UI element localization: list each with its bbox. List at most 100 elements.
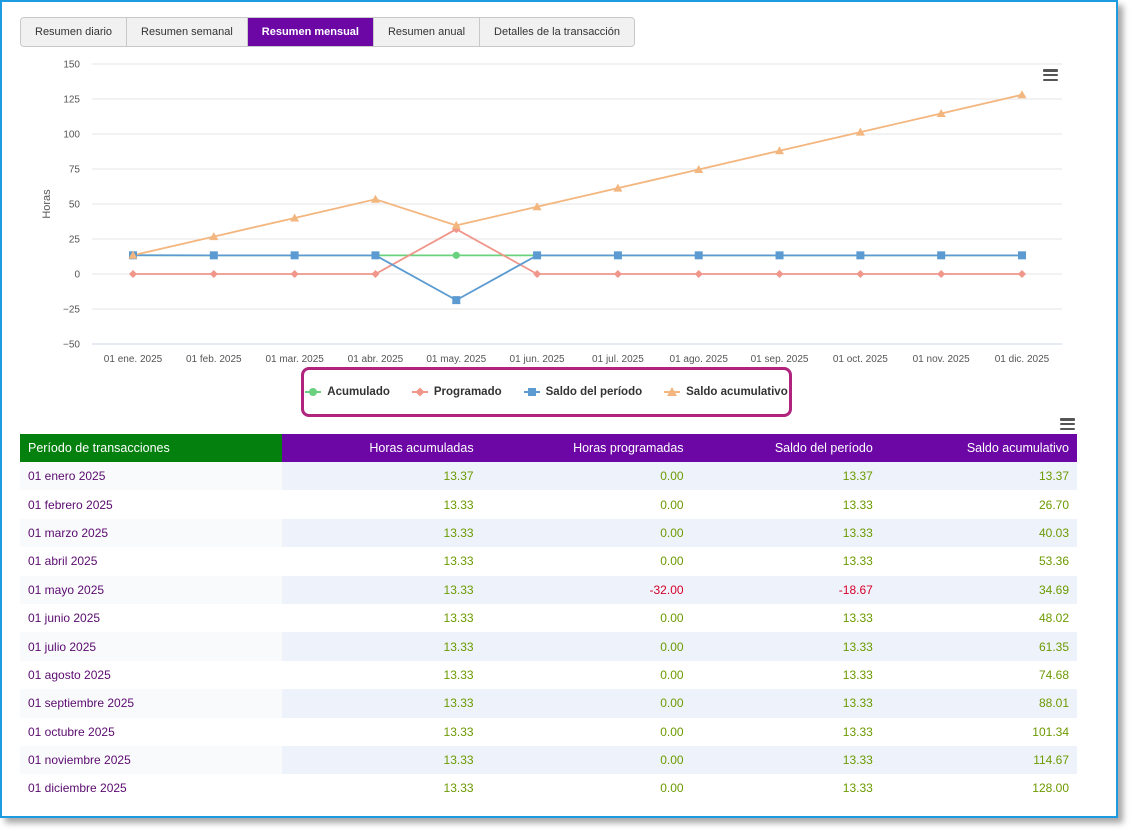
- x-tick-label: 01 ago. 2025: [670, 354, 729, 365]
- legend-circle-marker-icon: [305, 387, 322, 397]
- legend-diamond-marker-icon: [411, 387, 428, 397]
- table-row: 01 julio 2025 13.33 0.00 13.33 61.35: [20, 632, 1077, 661]
- y-tick-label: 25: [69, 235, 81, 246]
- cell-scheduled-hours: 0.00: [481, 660, 692, 690]
- table-row: 01 noviembre 2025 13.33 0.00 13.33 114.67: [20, 745, 1077, 775]
- table-row: 01 junio 2025 13.33 0.00 13.33 48.02: [20, 603, 1077, 633]
- table-menu-icon[interactable]: [1060, 418, 1075, 430]
- col-header-scheduled-hours[interactable]: Horas programadas: [481, 434, 692, 462]
- tab-resumen-diario[interactable]: Resumen diario: [21, 18, 128, 46]
- tab-resumen-anual[interactable]: Resumen anual: [373, 18, 481, 46]
- legend-label: Programado: [433, 386, 502, 398]
- cell-period-balance: 13.33: [691, 632, 881, 661]
- cell-accumulated-hours: 13.33: [282, 660, 482, 690]
- x-tick-label: 01 oct. 2025: [833, 354, 888, 365]
- cell-period: 01 octubre 2025: [20, 717, 282, 746]
- point-1-7: [694, 270, 703, 278]
- chart-area: 150 125 100 75 50 25 0 −25 −50 Horas 01 ene. 2025 0…: [2, 52, 1116, 372]
- legend-item-saldo-del-período[interactable]: Saldo del período: [523, 386, 642, 398]
- table-row: 01 octubre 2025 13.33 0.00 13.33 101.34: [20, 717, 1077, 746]
- point-3-7: [694, 164, 704, 173]
- cell-scheduled-hours: 0.00: [481, 689, 692, 718]
- point-1-2: [290, 270, 299, 278]
- cell-period-balance: 13.37: [691, 462, 881, 491]
- chart-menu-icon[interactable]: [1043, 69, 1058, 81]
- cell-period-balance: 13.33: [691, 660, 881, 690]
- point-3-5: [532, 202, 542, 211]
- point-1-1: [209, 270, 218, 278]
- y-tick-label: 75: [69, 165, 81, 176]
- cell-accumulated-hours: 13.33: [282, 603, 482, 633]
- point-2-1: [209, 251, 218, 260]
- point-3-3: [370, 194, 380, 203]
- x-tick-label: 01 feb. 2025: [186, 354, 242, 365]
- point-2-5: [533, 251, 542, 260]
- cell-scheduled-hours: 0.00: [481, 462, 692, 491]
- cell-period-balance: 13.33: [691, 603, 881, 633]
- cell-period: 01 agosto 2025: [20, 660, 282, 690]
- x-tick-label: 01 jul. 2025: [592, 354, 644, 365]
- cell-accumulated-hours: 13.33: [282, 717, 482, 746]
- cell-period: 01 noviembre 2025: [20, 745, 282, 775]
- point-3-1: [209, 232, 219, 241]
- tab-resumen-mensual[interactable]: Resumen mensual: [247, 18, 374, 46]
- legend-item-acumulado[interactable]: Acumulado: [305, 386, 390, 398]
- series-line-3: [132, 93, 1023, 257]
- cell-scheduled-hours: 0.00: [481, 603, 692, 633]
- chart-legend: Acumulado Programado Saldo del período Sald…: [301, 367, 792, 417]
- cell-cumulative-balance: 61.35: [880, 632, 1077, 661]
- cell-scheduled-hours: 0.00: [481, 774, 692, 803]
- cell-scheduled-hours: 0.00: [481, 717, 692, 746]
- cell-cumulative-balance: 53.36: [880, 547, 1077, 576]
- y-tick-label: 100: [63, 130, 80, 141]
- cell-period: 01 diciembre 2025: [20, 774, 282, 803]
- cell-period-balance: 13.33: [691, 518, 881, 548]
- report-frame: Resumen diario Resumen semanal Resumen men…: [0, 0, 1118, 818]
- point-2-7: [694, 251, 703, 260]
- x-tick-label: 01 abr. 2025: [348, 354, 404, 365]
- series-line-2: [132, 254, 1022, 302]
- col-header-period-balance[interactable]: Saldo del período: [691, 434, 881, 462]
- tab-detalles-de-la-transacción[interactable]: Detalles de la transacción: [480, 18, 634, 46]
- x-tick-label: 01 nov. 2025: [913, 354, 971, 365]
- cell-period: 01 junio 2025: [20, 603, 282, 633]
- x-tick-label: 01 dic. 2025: [995, 354, 1050, 365]
- cell-period-balance: 13.33: [691, 745, 881, 775]
- col-header-period[interactable]: Período de transacciones: [20, 434, 282, 462]
- point-1-9: [856, 270, 865, 278]
- point-1-11: [1018, 270, 1026, 278]
- cell-cumulative-balance: 13.37: [880, 462, 1077, 491]
- y-tick-label: −50: [63, 340, 80, 351]
- point-2-6: [613, 251, 622, 260]
- cell-period: 01 enero 2025: [20, 462, 282, 491]
- cell-scheduled-hours: 0.00: [481, 632, 692, 661]
- transactions-table: Período de transacciones Horas acumulada…: [20, 434, 1077, 803]
- cell-scheduled-hours: 0.00: [481, 547, 692, 576]
- point-2-9: [856, 251, 865, 260]
- legend-item-saldo-acumulativo[interactable]: Saldo acumulativo: [664, 386, 788, 398]
- cell-cumulative-balance: 48.02: [880, 603, 1077, 633]
- cell-scheduled-hours: 0.00: [481, 490, 692, 519]
- legend-square-marker-icon: [523, 387, 540, 397]
- x-tick-label: 01 may. 2025: [426, 354, 486, 365]
- cell-period-balance: 13.33: [691, 547, 881, 576]
- point-1-6: [613, 270, 622, 278]
- col-header-cumulative-balance[interactable]: Saldo acumulativo: [880, 434, 1077, 462]
- point-2-8: [775, 251, 784, 260]
- table-row: 01 marzo 2025 13.33 0.00 13.33 40.03: [20, 518, 1077, 548]
- summary-tabs: Resumen diario Resumen semanal Resumen men…: [20, 17, 635, 47]
- point-3-0: [128, 250, 138, 259]
- cell-scheduled-hours: 0.00: [481, 745, 692, 775]
- cell-scheduled-hours: 0.00: [481, 518, 692, 548]
- y-tick-label: 125: [63, 95, 80, 106]
- cell-cumulative-balance: 114.67: [880, 745, 1077, 775]
- col-header-accumulated-hours[interactable]: Horas acumuladas: [282, 434, 482, 462]
- x-tick-label: 01 ene. 2025: [104, 354, 163, 365]
- legend-item-programado[interactable]: Programado: [411, 386, 502, 398]
- point-1-10: [937, 270, 946, 278]
- y-tick-label: 0: [74, 270, 80, 281]
- point-3-6: [613, 183, 623, 192]
- tab-resumen-semanal[interactable]: Resumen semanal: [127, 18, 248, 46]
- point-1-5: [533, 270, 542, 278]
- point-2-10: [937, 251, 946, 260]
